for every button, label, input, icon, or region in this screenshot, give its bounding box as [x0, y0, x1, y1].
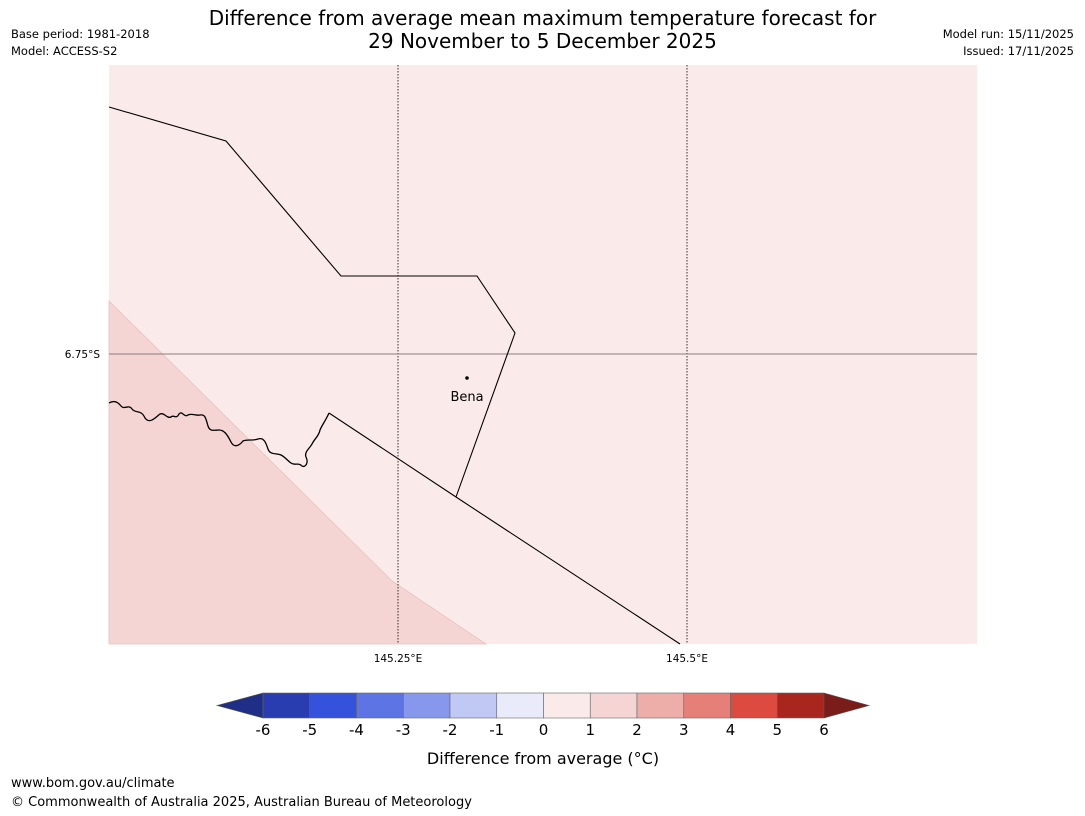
- colorbar-tick-label: 1: [585, 721, 595, 739]
- colorbar-tick-label: 2: [632, 721, 642, 739]
- colorbar-bin: [262, 692, 311, 719]
- province-boundary-north: [108, 106, 516, 498]
- place-label-bena: Bena: [450, 390, 483, 405]
- issued-date: Issued: 17/11/2025: [963, 44, 1074, 58]
- colorbar-label: Difference from average (°C): [427, 749, 659, 768]
- colorbar-bin: [636, 692, 685, 719]
- colorbar-extend-low: [215, 692, 264, 719]
- colorbar-tick-label: 5: [772, 721, 782, 739]
- meta-left: Base period: 1981-2018 Model: ACCESS-S2: [11, 26, 150, 60]
- colorbar-tick-label: -4: [349, 721, 364, 739]
- colorbar-bin: [449, 692, 498, 719]
- colorbar-bin: [776, 692, 825, 719]
- meta-right: Model run: 15/11/2025 Issued: 17/11/2025: [943, 26, 1074, 60]
- title-line-1: Difference from average mean maximum tem…: [208, 6, 877, 30]
- colorbar-bin: [309, 692, 357, 719]
- colorbar-bin: [543, 692, 591, 719]
- colorbar-tick-label: 4: [726, 721, 736, 739]
- colorbar-tick-label: -5: [302, 721, 317, 739]
- colorbar-tick-label: -3: [396, 721, 411, 739]
- title-line-2: 29 November to 5 December 2025: [368, 29, 717, 53]
- map-panel: Bena 6.75°S 145.25°E 145.5°E: [65, 65, 977, 665]
- lon-label-145-5: 145.5°E: [666, 653, 708, 665]
- colorbar-bin: [730, 692, 778, 719]
- colorbar-tick-label: 6: [819, 721, 829, 739]
- model-name: Model: ACCESS-S2: [11, 44, 118, 58]
- colorbar-tick-label: 0: [539, 721, 549, 739]
- warm-anomaly-region: [108, 300, 488, 645]
- river-line: [108, 400, 330, 468]
- footer-copyright: © Commonwealth of Australia 2025, Austra…: [11, 795, 472, 810]
- colorbar-bin: [356, 692, 404, 719]
- colorbar-extend-high: [823, 692, 871, 719]
- footer-url[interactable]: www.bom.gov.au/climate: [11, 776, 175, 791]
- lat-label: 6.75°S: [65, 349, 101, 361]
- colorbar-tick-label: -1: [489, 721, 504, 739]
- map-title: Difference from average mean maximum tem…: [0, 7, 1085, 53]
- bena-marker: [465, 376, 469, 380]
- colorbar-bin: [496, 692, 544, 719]
- lon-label-145-25: 145.25°E: [374, 653, 423, 665]
- colorbar-tick-label: -2: [443, 721, 458, 739]
- base-period: Base period: 1981-2018: [11, 27, 150, 41]
- colorbar-bin: [589, 692, 638, 719]
- colorbar-bin: [683, 692, 731, 719]
- colorbar: -6 -5 -4 -3 -2 -1 0 1 2 3 4 5 6: [215, 692, 871, 739]
- colorbar-bin: [402, 692, 451, 719]
- province-boundary-south: [328, 412, 681, 645]
- colorbar-tick-label: 3: [679, 721, 689, 739]
- colorbar-tick-label: -6: [256, 721, 271, 739]
- model-run: Model run: 15/11/2025: [942, 27, 1074, 41]
